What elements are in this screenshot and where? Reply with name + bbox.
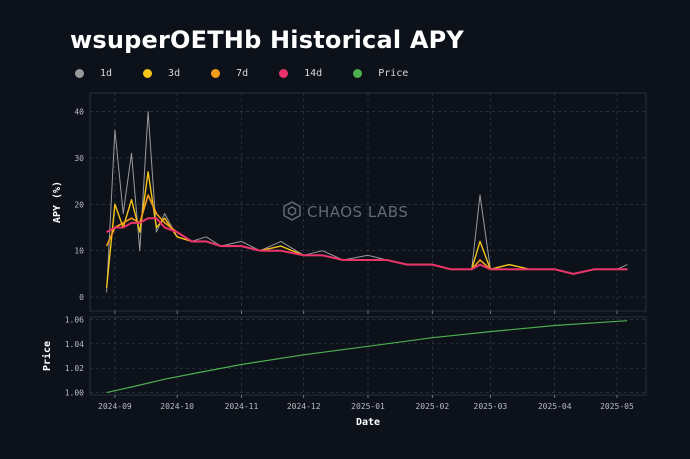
legend-marker-icon [353,68,363,78]
apy-y-tick-label: 0 [79,293,84,302]
legend-marker-icon [75,68,84,78]
series-line-1d [106,111,628,293]
legend-label: 3d [168,67,181,79]
x-tick-label: 2024-11 [225,402,259,411]
x-tick-label: 2025-03 [474,402,508,411]
x-tick-label: 2025-02 [415,402,449,411]
legend-marker-icon [279,68,289,78]
legend-item-1d: 1d [70,68,112,79]
legend-label: 7d [236,67,249,79]
price-y-tick-label: 1.02 [65,364,84,373]
apy-y-tick-label: 30 [74,154,84,163]
x-tick-label: 2024-09 [98,402,132,411]
series-line-3d [105,171,628,288]
legend-item-3d: 3d [138,68,180,79]
price-y-tick-label: 1.04 [65,340,84,349]
legend-item-14d: 14d [274,68,322,79]
legend-marker-icon [211,68,221,78]
x-axis-label: Date [356,417,380,428]
price-y-axis-label: Price [41,341,53,371]
x-tick-label: 2025-04 [538,402,572,411]
price-y-tick-label: 1.06 [65,315,84,324]
legend-item-price: Price [348,68,408,79]
chaos-labs-logo-icon [283,201,301,221]
x-tick-label: 2024-10 [160,402,194,411]
apy-y-tick-label: 40 [74,108,84,117]
legend-marker-icon [143,68,153,78]
apy-y-axis-label: APY (%) [52,181,63,223]
watermark: CHAOS LABS [283,201,408,221]
chart-title: wsuperOETHb Historical APY [70,26,464,54]
x-tick-label: 2024-12 [287,402,321,411]
legend-item-7d: 7d [206,68,248,79]
price-y-tick-label: 1.00 [65,389,84,398]
legend: 1d 3d 7d 14d Price [70,64,434,82]
x-tick-label: 2025-01 [351,402,385,411]
series-line-price [106,320,628,394]
legend-label: 1d [100,67,113,79]
apy-y-tick-label: 10 [74,247,84,256]
watermark-text: CHAOS LABS [307,203,408,221]
legend-label: Price [378,67,409,79]
legend-label: 14d [304,67,323,79]
series-line-14d [106,217,628,275]
x-tick-label: 2025-05 [600,402,634,411]
apy-y-tick-label: 20 [74,200,84,209]
